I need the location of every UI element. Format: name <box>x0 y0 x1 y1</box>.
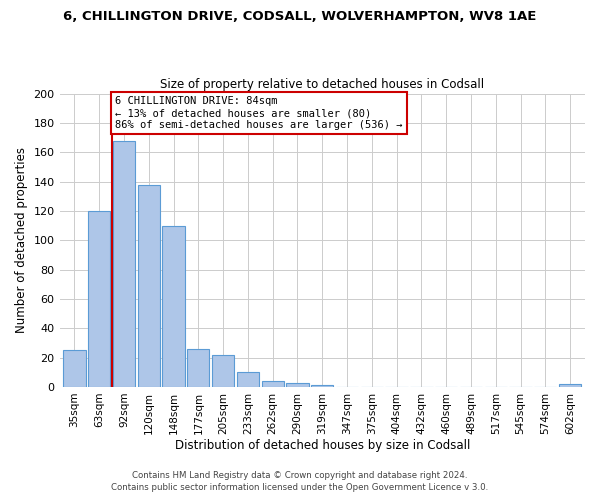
Title: Size of property relative to detached houses in Codsall: Size of property relative to detached ho… <box>160 78 484 91</box>
X-axis label: Distribution of detached houses by size in Codsall: Distribution of detached houses by size … <box>175 440 470 452</box>
Bar <box>262 381 284 387</box>
Bar <box>137 184 160 387</box>
Bar <box>311 386 334 387</box>
Bar <box>286 382 308 387</box>
Bar <box>212 354 234 387</box>
Text: 6 CHILLINGTON DRIVE: 84sqm
← 13% of detached houses are smaller (80)
86% of semi: 6 CHILLINGTON DRIVE: 84sqm ← 13% of deta… <box>115 96 403 130</box>
Bar <box>559 384 581 387</box>
Bar <box>237 372 259 387</box>
Text: Contains HM Land Registry data © Crown copyright and database right 2024.
Contai: Contains HM Land Registry data © Crown c… <box>112 471 488 492</box>
Bar <box>163 226 185 387</box>
Text: 6, CHILLINGTON DRIVE, CODSALL, WOLVERHAMPTON, WV8 1AE: 6, CHILLINGTON DRIVE, CODSALL, WOLVERHAM… <box>64 10 536 23</box>
Bar <box>88 211 110 387</box>
Bar <box>113 140 135 387</box>
Bar <box>187 349 209 387</box>
Y-axis label: Number of detached properties: Number of detached properties <box>15 148 28 334</box>
Bar <box>63 350 86 387</box>
